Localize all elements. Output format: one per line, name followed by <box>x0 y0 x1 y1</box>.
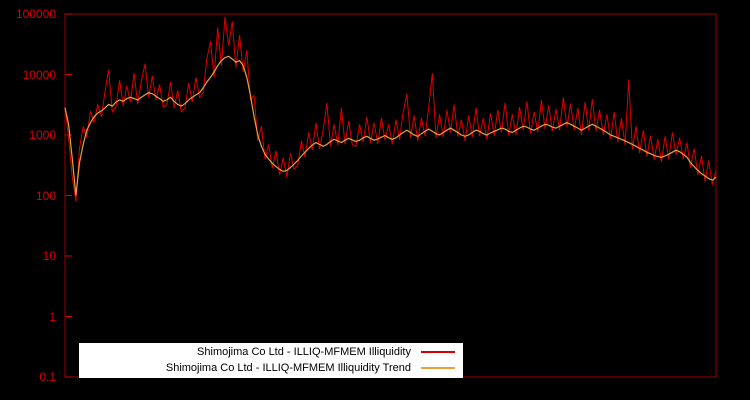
legend-line-trend <box>421 367 455 369</box>
y-axis-tick-label: 100000 <box>15 7 56 21</box>
y-axis-tick-label: 100 <box>35 189 56 203</box>
y-axis-tick-label: 0.1 <box>39 370 56 384</box>
legend-entry-illiquidity: Shimojima Co Ltd - ILLIQ-MFMEM Illiquidi… <box>87 345 455 359</box>
illiquidity-line <box>64 16 717 202</box>
legend-label-illiquidity: Shimojima Co Ltd - ILLIQ-MFMEM Illiquidi… <box>197 346 411 358</box>
legend-label-trend: Shimojima Co Ltd - ILLIQ-MFMEM Illiquidi… <box>165 362 411 374</box>
y-axis: 100000 10000 1000 100 10 1 0.1 <box>0 0 60 400</box>
y-axis-tick-label: 1 <box>49 310 56 324</box>
plot-border <box>64 13 717 378</box>
y-axis-tick-label: 10000 <box>22 68 56 82</box>
y-axis-tick-label: 1000 <box>29 128 56 142</box>
legend-line-illiquidity <box>421 351 455 353</box>
trend-line <box>64 55 717 196</box>
y-axis-tick-label: 10 <box>42 249 56 263</box>
chart-legend: Shimojima Co Ltd - ILLIQ-MFMEM Illiquidi… <box>79 343 463 378</box>
legend-entry-trend: Shimojima Co Ltd - ILLIQ-MFMEM Illiquidi… <box>87 361 455 375</box>
